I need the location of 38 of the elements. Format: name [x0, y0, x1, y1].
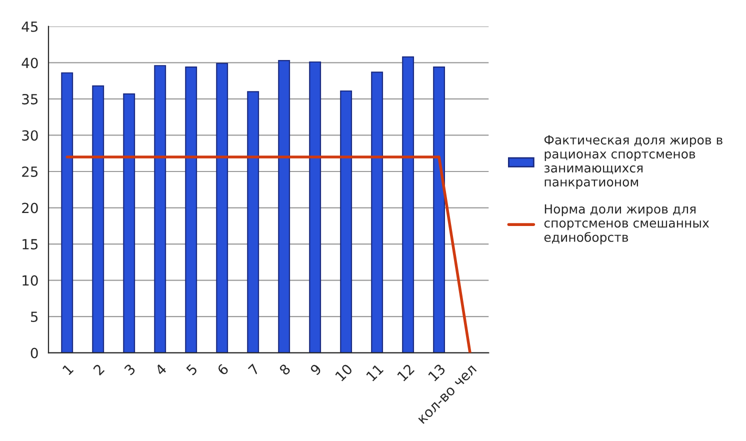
y-tick-label: 0 [30, 348, 38, 358]
bar [278, 60, 290, 353]
bar [216, 62, 228, 353]
bar [340, 90, 352, 353]
y-tick-label: 45 [22, 22, 38, 32]
x-tick-label: 8 [278, 363, 291, 376]
x-tick-label: 9 [310, 363, 322, 376]
x-tick-label: 5 [186, 364, 198, 376]
bar [123, 93, 136, 353]
x-tick-label: 3 [124, 363, 136, 376]
bar [309, 61, 322, 353]
x-tick-label: 11 [366, 364, 384, 382]
y-tick-label: 40 [22, 58, 38, 68]
y-tick-label: 10 [22, 275, 38, 286]
x-tick-label: 13 [428, 363, 446, 382]
x-tick-label: 4 [154, 363, 167, 376]
bar [92, 85, 104, 353]
x-tick-label: 12 [396, 364, 415, 382]
bar [247, 91, 260, 353]
bar [371, 72, 384, 353]
y-tick-label: 35 [22, 94, 38, 104]
y-tick-label: 30 [22, 130, 38, 141]
x-tick-label: 7 [248, 364, 260, 376]
legend-label: Фактическая доля жиров в рационах спортсменов занимающихся панкратионом [544, 135, 722, 189]
bar [61, 72, 74, 353]
y-tick-label: 25 [22, 166, 38, 177]
y-tick-label: 20 [22, 202, 38, 214]
y-tick-label: 15 [22, 239, 38, 250]
bar [154, 65, 166, 353]
x-tick-label: 10 [334, 363, 353, 382]
y-tick-label: 5 [31, 312, 38, 322]
x-tick-label: 1 [62, 364, 74, 376]
bar [402, 56, 414, 353]
bar [433, 66, 446, 353]
x-tick-label: 6 [216, 363, 230, 376]
x-tick-label: 2 [92, 364, 105, 376]
legend-label: Норма доли жиров для спортсменов смешанных единоборств [544, 204, 710, 244]
bar [185, 66, 198, 353]
